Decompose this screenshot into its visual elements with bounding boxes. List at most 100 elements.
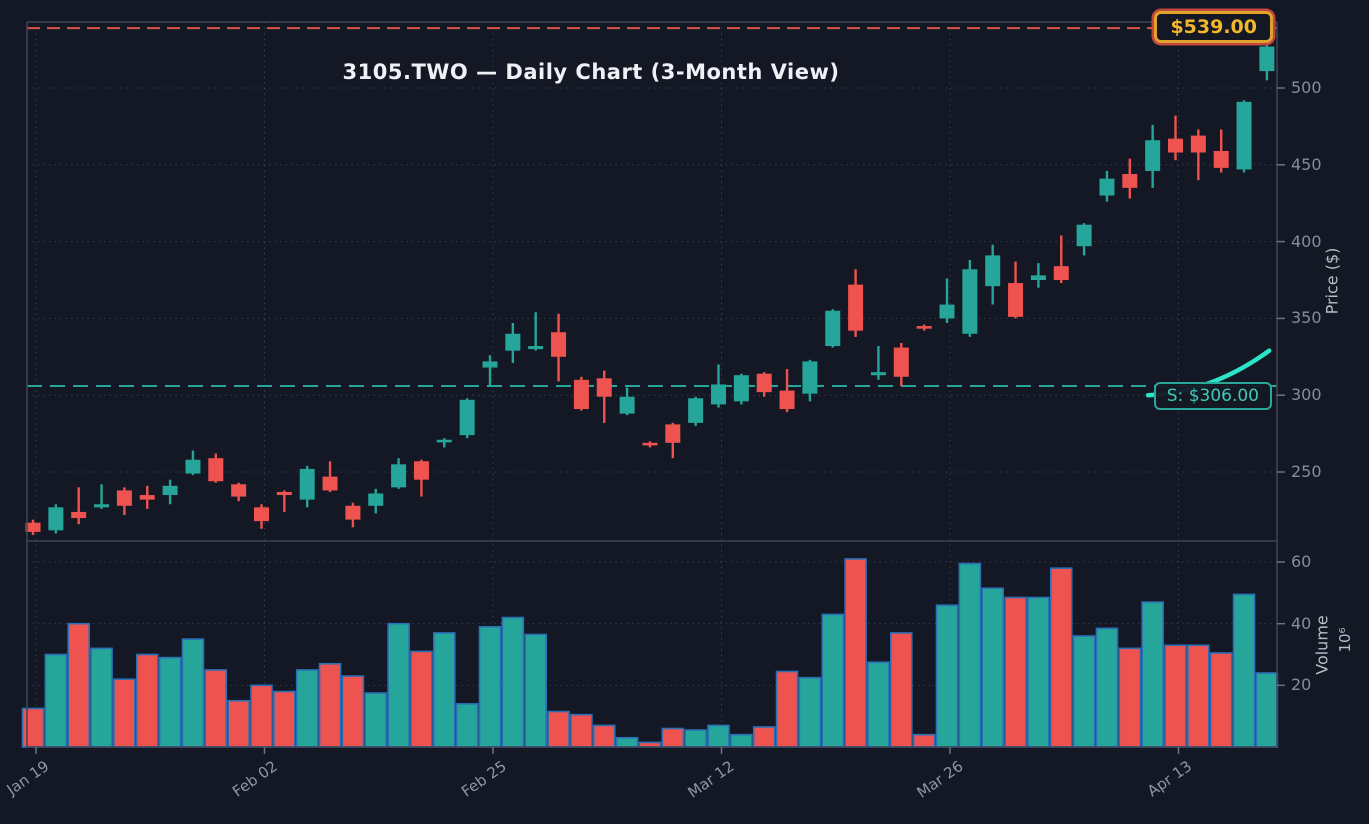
volume-bar bbox=[958, 562, 982, 748]
volume-bar bbox=[135, 653, 159, 748]
volume-axis-title: Volume bbox=[1312, 615, 1332, 675]
candle-body bbox=[116, 490, 132, 506]
candle-body bbox=[208, 458, 224, 482]
volume-bar bbox=[798, 676, 822, 748]
candle-body bbox=[642, 442, 658, 446]
volume-bar bbox=[1095, 627, 1119, 748]
volume-bar bbox=[524, 633, 548, 748]
volume-bar bbox=[318, 662, 342, 748]
candle-body bbox=[25, 522, 41, 532]
candle-body bbox=[1053, 266, 1069, 280]
candle-body bbox=[71, 511, 87, 519]
candle-body bbox=[322, 476, 338, 491]
volume-bar bbox=[295, 669, 319, 748]
candle-body bbox=[1076, 224, 1092, 247]
candle-body bbox=[939, 304, 955, 319]
candle-body bbox=[1259, 46, 1275, 72]
volume-bar bbox=[592, 724, 616, 748]
support-price-badge: S: $306.00 bbox=[1153, 382, 1272, 410]
candle-body bbox=[368, 493, 384, 506]
candle-body bbox=[1122, 174, 1138, 188]
candle-body bbox=[1190, 135, 1206, 153]
volume-tick-label: 20 bbox=[1291, 675, 1312, 695]
volume-bar bbox=[570, 713, 593, 748]
candle-body bbox=[665, 424, 681, 443]
volume-bar bbox=[547, 710, 570, 748]
volume-bar bbox=[44, 653, 68, 748]
volume-bar bbox=[478, 625, 502, 748]
candle-body bbox=[299, 468, 315, 500]
volume-bar bbox=[250, 684, 273, 748]
volume-bar bbox=[227, 699, 250, 748]
volume-bar bbox=[707, 724, 730, 748]
volume-bar bbox=[661, 727, 685, 748]
volume-bar bbox=[181, 638, 205, 748]
volume-bar bbox=[1141, 601, 1164, 748]
volume-bar bbox=[204, 669, 228, 748]
volume-bar bbox=[501, 616, 525, 748]
volume-bar bbox=[455, 703, 479, 748]
volume-bar bbox=[432, 632, 456, 748]
candle-body bbox=[436, 439, 452, 443]
candle-body bbox=[916, 326, 932, 329]
candle-body bbox=[345, 505, 361, 520]
candle-body bbox=[94, 504, 110, 508]
volume-bar bbox=[158, 656, 182, 748]
chart-title: 3105.TWO — Daily Chart (3-Month View) bbox=[342, 60, 840, 84]
volume-bar bbox=[273, 690, 296, 748]
candle-body bbox=[688, 398, 704, 423]
candle-body bbox=[459, 399, 475, 436]
candle-body bbox=[276, 491, 292, 496]
candle-body bbox=[413, 461, 429, 480]
volume-bar bbox=[341, 675, 365, 748]
volume-bar bbox=[387, 622, 410, 748]
volume-bar bbox=[410, 650, 433, 748]
volume-axis-exponent: 10⁶ bbox=[1336, 627, 1354, 653]
candle-body bbox=[619, 396, 635, 414]
volume-bar bbox=[1004, 596, 1027, 748]
volume-bar bbox=[1187, 644, 1210, 748]
volume-bar bbox=[684, 729, 707, 748]
candle-body bbox=[573, 379, 589, 410]
volume-bar bbox=[113, 678, 136, 748]
volume-bar bbox=[821, 613, 845, 748]
price-tick-label: 350 bbox=[1291, 308, 1322, 328]
volume-bar bbox=[1027, 596, 1050, 748]
volume-bar bbox=[21, 707, 45, 748]
volume-bar bbox=[615, 736, 639, 748]
price-tick-label: 500 bbox=[1291, 78, 1322, 97]
candle-body bbox=[551, 332, 567, 357]
candle-body bbox=[139, 495, 155, 500]
candle-body bbox=[848, 284, 864, 331]
volume-bar bbox=[90, 647, 113, 748]
candle-body bbox=[254, 507, 269, 522]
volume-bar bbox=[775, 670, 799, 748]
candle-body bbox=[1168, 138, 1183, 153]
volume-bar bbox=[752, 726, 776, 748]
candle-body bbox=[1145, 140, 1161, 171]
volume-bar bbox=[981, 587, 1005, 748]
volume-bar bbox=[1164, 644, 1187, 748]
price-tick-label: 400 bbox=[1291, 231, 1322, 251]
volume-tick-label: 40 bbox=[1291, 613, 1312, 633]
candle-body bbox=[1236, 101, 1252, 170]
candle-body bbox=[596, 378, 612, 397]
candle-body bbox=[870, 372, 886, 376]
volume-bar bbox=[1255, 672, 1279, 748]
candle-body bbox=[1030, 275, 1046, 280]
candle-body bbox=[1008, 283, 1024, 317]
volume-bar bbox=[867, 661, 890, 748]
candle-body bbox=[756, 373, 772, 393]
price-tick-label: 250 bbox=[1291, 462, 1322, 481]
volume-bar bbox=[1072, 635, 1096, 748]
candle-body bbox=[1213, 150, 1229, 168]
volume-bar bbox=[1049, 567, 1073, 748]
candle-body bbox=[528, 346, 544, 350]
candle-body bbox=[162, 485, 178, 496]
volume-bar bbox=[730, 733, 753, 748]
candle-body bbox=[711, 384, 726, 405]
volume-bar bbox=[1209, 652, 1233, 748]
volume-bar bbox=[889, 632, 913, 748]
volume-bar bbox=[935, 604, 959, 748]
